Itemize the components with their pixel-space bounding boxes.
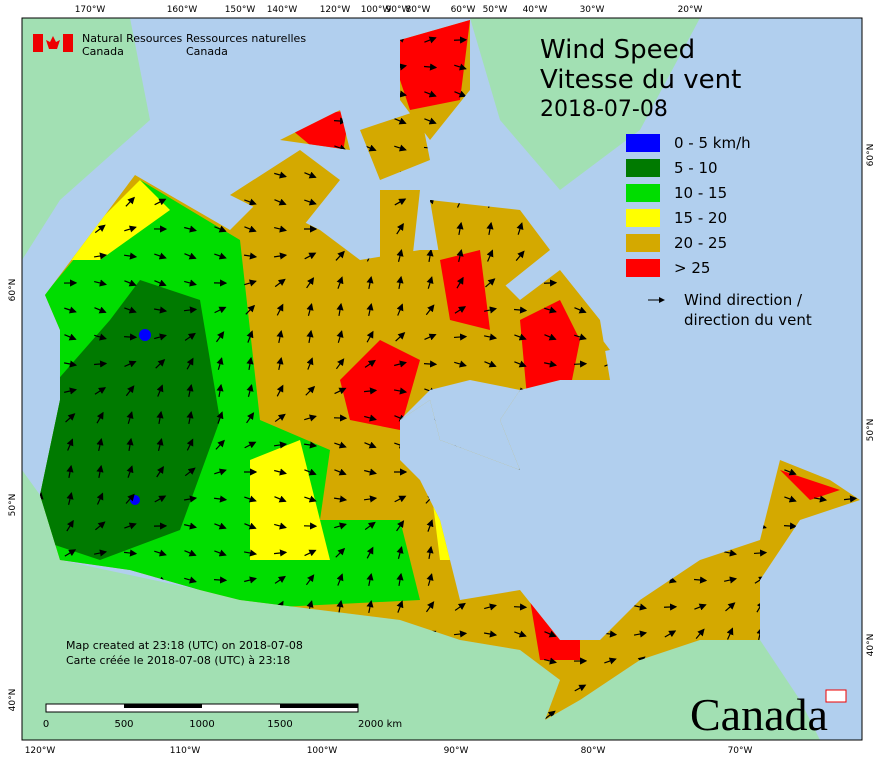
note: Carte créée le 2018-07-08 (UTC) à 23:18 [66, 654, 290, 667]
longitude-label: 60°W [451, 5, 476, 15]
scale-label: 1500 [267, 719, 292, 730]
latitude-label: 50°N [866, 419, 876, 442]
longitude-label: 20°W [678, 5, 703, 15]
org: Canada [186, 45, 228, 58]
legend-label: Wind direction / [684, 291, 803, 309]
zone [139, 329, 151, 341]
legend-swatch [626, 134, 660, 152]
title-date: 2018-07-08 [540, 97, 668, 122]
wind-arrow [574, 364, 586, 365]
wind-arrow [514, 607, 526, 608]
org: Ressources naturelles [186, 32, 306, 45]
wind-arrow [754, 553, 766, 554]
org: Canada [82, 45, 124, 58]
scale-label: 500 [114, 719, 133, 730]
longitude-label: 160°W [167, 5, 198, 15]
latitude-label: 50°N [8, 494, 18, 517]
wordmark: Canada [690, 689, 828, 740]
wind-arrow [544, 283, 556, 284]
org: Natural Resources [82, 32, 183, 45]
legend-swatch [626, 159, 660, 177]
basemap [22, 18, 862, 740]
legend-swatch [626, 209, 660, 227]
note: Map created at 23:18 (UTC) on 2018-07-08 [66, 639, 303, 652]
legend-label: 0 - 5 km/h [674, 134, 751, 152]
legend-swatch [626, 234, 660, 252]
longitude-label: 100°W [307, 746, 338, 756]
longitude-label: 70°W [728, 746, 753, 756]
longitude-label: 120°W [25, 746, 56, 756]
wind-arrow [124, 337, 136, 338]
legend-label: direction du vent [684, 311, 812, 329]
legend-label: 10 - 15 [674, 184, 727, 202]
scale-label: 2000 km [358, 719, 402, 730]
legend-label: > 25 [674, 259, 710, 277]
wind-arrow [424, 364, 436, 365]
longitude-label: 120°W [320, 5, 351, 15]
legend-swatch [626, 259, 660, 277]
longitude-label: 90°W [444, 746, 469, 756]
latitude-label: 40°N [8, 689, 18, 712]
longitude-label: 50°W [483, 5, 508, 15]
longitude-label: 80°W [581, 746, 606, 756]
legend-label: 20 - 25 [674, 234, 727, 252]
flag [33, 34, 43, 52]
longitude-label: 170°W [75, 5, 106, 15]
legend-label: 5 - 10 [674, 159, 718, 177]
wind-arrow [664, 607, 676, 608]
longitude-label: 150°W [225, 5, 256, 15]
flag [63, 34, 73, 52]
longitude-label: 140°W [267, 5, 298, 15]
latitude-label: 60°N [8, 279, 18, 302]
title: Wind Speed [540, 35, 695, 65]
longitude-label: 30°W [580, 5, 605, 15]
longitude-label: 110°W [170, 746, 201, 756]
scale-label: 1000 [189, 719, 214, 730]
legend-label: 15 - 20 [674, 209, 727, 227]
scale-bar [280, 704, 358, 708]
longitude-label: 80°W [406, 5, 431, 15]
wordmark-flag [826, 690, 846, 702]
longitude-label: 40°W [523, 5, 548, 15]
latitude-label: 60°N [866, 144, 876, 167]
latitude-label: 40°N [866, 634, 876, 657]
wind-arrow [214, 580, 226, 581]
title: Vitesse du vent [540, 65, 741, 95]
legend-swatch [626, 184, 660, 202]
scale-label: 0 [43, 719, 49, 730]
wind-arrow [784, 526, 796, 527]
scale-bar [124, 704, 202, 708]
